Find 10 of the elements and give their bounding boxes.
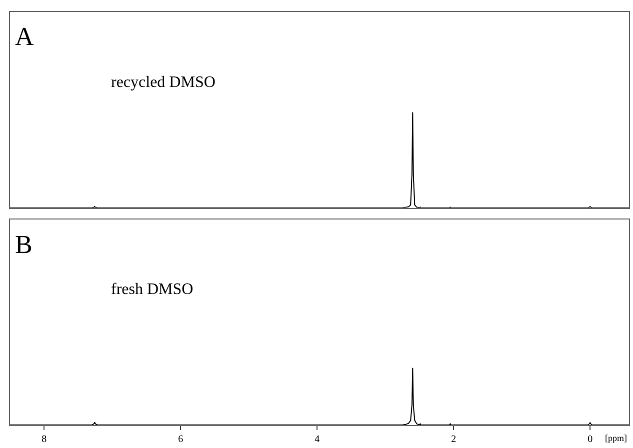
x-tick-label: 4 bbox=[314, 434, 320, 445]
x-tick-label: 0 bbox=[588, 434, 593, 445]
x-axis-title: [ppm] bbox=[605, 433, 627, 443]
chart-title: B bbox=[15, 230, 32, 259]
text: fresh DMSO bbox=[111, 281, 194, 298]
chart-title: A bbox=[15, 22, 34, 51]
x-tick-label: 2 bbox=[451, 434, 456, 445]
text: recycled DMSO bbox=[111, 74, 216, 91]
x-tick-label: 8 bbox=[42, 434, 47, 445]
x-tick-label: 6 bbox=[178, 434, 184, 445]
